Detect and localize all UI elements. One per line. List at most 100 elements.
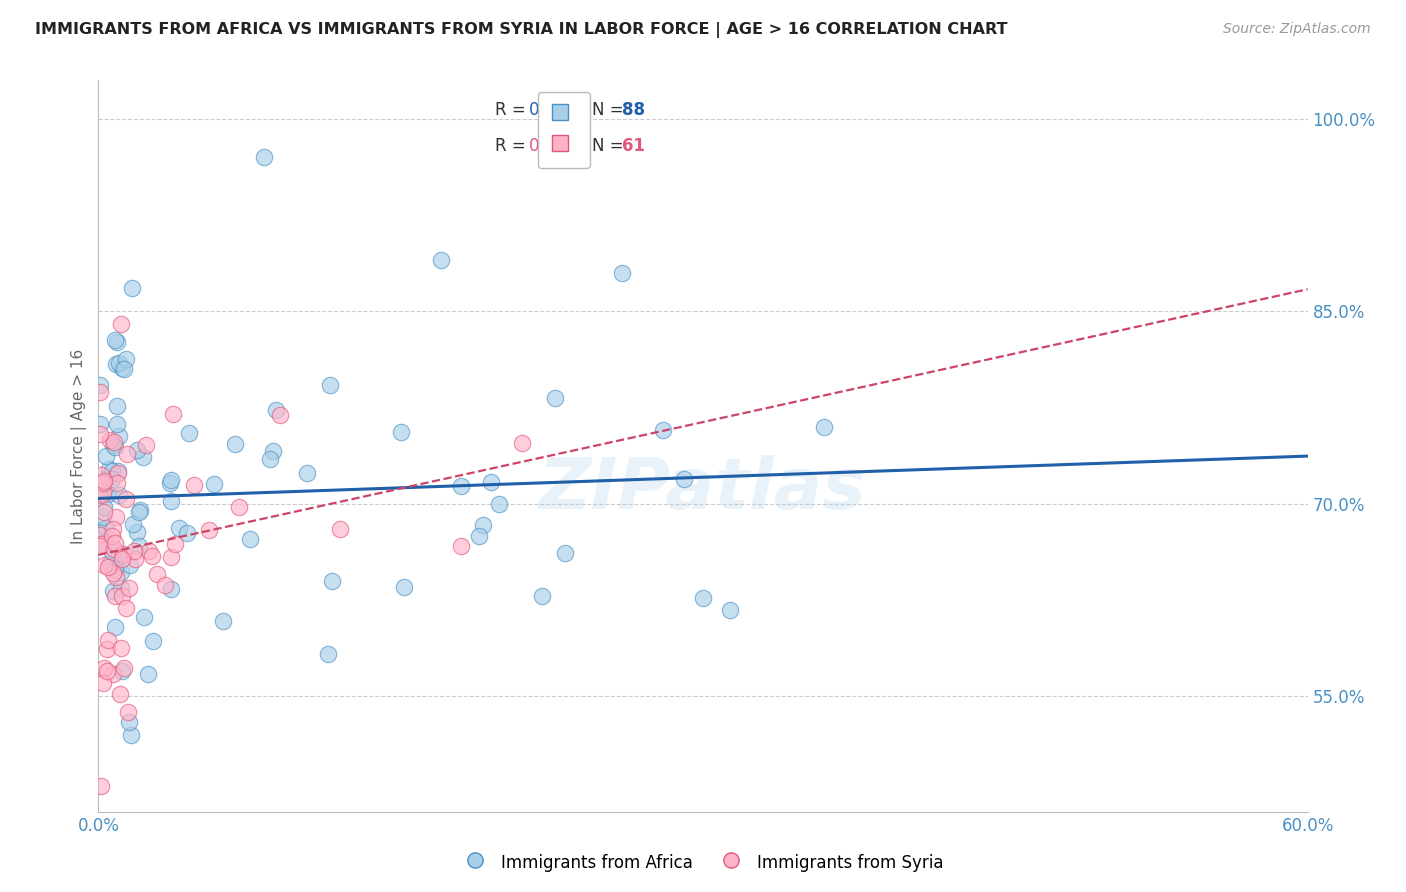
Point: [105, 569, 128, 583]
Point: [479, 475, 502, 489]
Point: [98, 434, 121, 448]
Point: [554, 546, 576, 560]
Point: [115, 352, 138, 367]
Point: [138, 544, 160, 558]
Point: [114, 601, 136, 615]
Point: [104, 589, 127, 603]
Point: [160, 494, 183, 508]
Point: [101, 438, 124, 452]
Point: [103, 619, 125, 633]
Point: [264, 403, 287, 417]
Point: [97, 632, 120, 647]
Point: [224, 437, 246, 451]
Point: [141, 549, 163, 563]
Point: [97, 461, 120, 475]
Point: [104, 563, 127, 577]
Point: [91, 487, 114, 501]
Point: [90, 468, 112, 483]
Point: [104, 510, 127, 524]
Point: [115, 491, 138, 506]
Point: [107, 466, 129, 480]
Point: [120, 728, 142, 742]
Text: 0.163: 0.163: [529, 137, 576, 155]
Point: [117, 705, 139, 719]
Legend: Immigrants from Africa, Immigrants from Syria: Immigrants from Africa, Immigrants from …: [457, 846, 949, 880]
Point: [212, 615, 235, 629]
Point: [94, 521, 117, 535]
Point: [392, 580, 415, 594]
Point: [329, 522, 352, 536]
Point: [472, 517, 495, 532]
Point: [105, 399, 128, 413]
Point: [450, 539, 472, 553]
Point: [118, 714, 141, 729]
Point: [169, 521, 191, 535]
Text: N =: N =: [592, 137, 628, 155]
Point: [718, 602, 741, 616]
Point: [321, 574, 343, 588]
Point: [110, 317, 132, 331]
Point: [101, 529, 124, 543]
Text: R =: R =: [495, 101, 531, 119]
Point: [120, 558, 142, 572]
Point: [91, 676, 114, 690]
Point: [162, 407, 184, 421]
Point: [389, 425, 412, 439]
Point: [110, 641, 132, 656]
Point: [253, 150, 276, 164]
Point: [104, 440, 127, 454]
Point: [97, 470, 120, 484]
Point: [319, 377, 342, 392]
Point: [430, 252, 453, 267]
Point: [103, 542, 125, 557]
Point: [128, 505, 150, 519]
Point: [125, 443, 148, 458]
Text: 0.231: 0.231: [529, 101, 576, 119]
Point: [239, 532, 262, 546]
Point: [97, 559, 120, 574]
Point: [91, 509, 114, 524]
Point: [124, 552, 146, 566]
Point: [612, 266, 634, 280]
Point: [105, 558, 128, 572]
Point: [295, 466, 318, 480]
Point: [202, 476, 225, 491]
Text: R =: R =: [495, 137, 531, 155]
Point: [544, 392, 567, 406]
Point: [159, 550, 181, 565]
Point: [121, 281, 143, 295]
Point: [101, 472, 124, 486]
Point: [90, 524, 112, 538]
Point: [105, 475, 128, 490]
Text: Source: ZipAtlas.com: Source: ZipAtlas.com: [1223, 22, 1371, 37]
Point: [107, 417, 129, 431]
Point: [91, 475, 114, 490]
Point: [108, 355, 131, 369]
Point: [104, 357, 127, 371]
Point: [159, 475, 181, 490]
Point: [98, 557, 121, 571]
Point: [198, 523, 221, 537]
Point: [110, 687, 132, 701]
Point: [89, 426, 111, 441]
Point: [488, 497, 510, 511]
Legend: , : ,: [538, 92, 589, 168]
Point: [112, 547, 135, 561]
Point: [89, 488, 111, 502]
Point: [89, 528, 111, 542]
Point: [89, 384, 111, 399]
Point: [468, 529, 491, 543]
Point: [100, 545, 122, 559]
Point: [110, 565, 132, 579]
Point: [96, 449, 118, 463]
Point: [159, 473, 181, 487]
Point: [110, 589, 132, 603]
Point: [112, 661, 135, 675]
Text: 61: 61: [621, 137, 645, 155]
Point: [269, 408, 291, 422]
Point: [105, 335, 128, 350]
Y-axis label: In Labor Force | Age > 16: In Labor Force | Age > 16: [72, 349, 87, 543]
Point: [134, 610, 156, 624]
Point: [176, 525, 198, 540]
Point: [146, 566, 169, 581]
